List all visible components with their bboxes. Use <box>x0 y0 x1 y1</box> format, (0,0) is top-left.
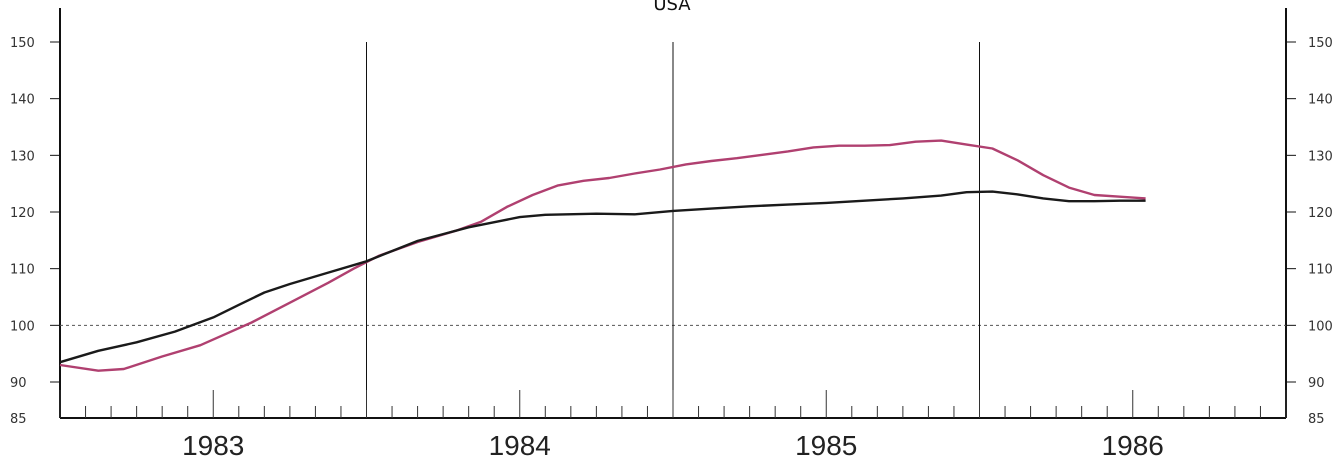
y-tick-label-right: 120 <box>1308 206 1333 221</box>
x-tick-label: 1986 <box>1102 430 1164 461</box>
x-tick-label: 1984 <box>489 430 551 461</box>
x-tick-label: 1985 <box>795 430 857 461</box>
y-tick-label-left: 140 <box>10 93 35 108</box>
year-divider-lines <box>366 42 980 418</box>
y-tick-label-left: 85 <box>10 412 27 427</box>
series-line-0 <box>59 139 1146 372</box>
y-tick-label-left: 100 <box>10 319 35 334</box>
axis-ticks: 85 85 90 90 100 100 110 110 120 120 130 130 140 140 15… <box>10 36 1333 461</box>
y-tick-label-right: 100 <box>1308 319 1333 334</box>
series-lines <box>59 139 1146 372</box>
x-tick-label: 1983 <box>182 430 244 461</box>
chart-title: USA <box>653 0 691 15</box>
y-tick-label-left: 150 <box>10 36 35 51</box>
y-tick-label-right: 140 <box>1308 93 1333 108</box>
y-tick-label-left: 120 <box>10 206 35 221</box>
y-tick-label-right: 130 <box>1308 149 1333 164</box>
y-tick-label-right: 90 <box>1308 376 1325 391</box>
y-tick-label-right: 85 <box>1308 412 1325 427</box>
y-tick-label-left: 110 <box>10 263 35 278</box>
y-tick-label-right: 110 <box>1308 263 1333 278</box>
y-tick-label-right: 150 <box>1308 36 1333 51</box>
y-tick-label-left: 130 <box>10 149 35 164</box>
series-line-1 <box>59 190 1146 364</box>
y-tick-label-left: 90 <box>10 376 27 391</box>
